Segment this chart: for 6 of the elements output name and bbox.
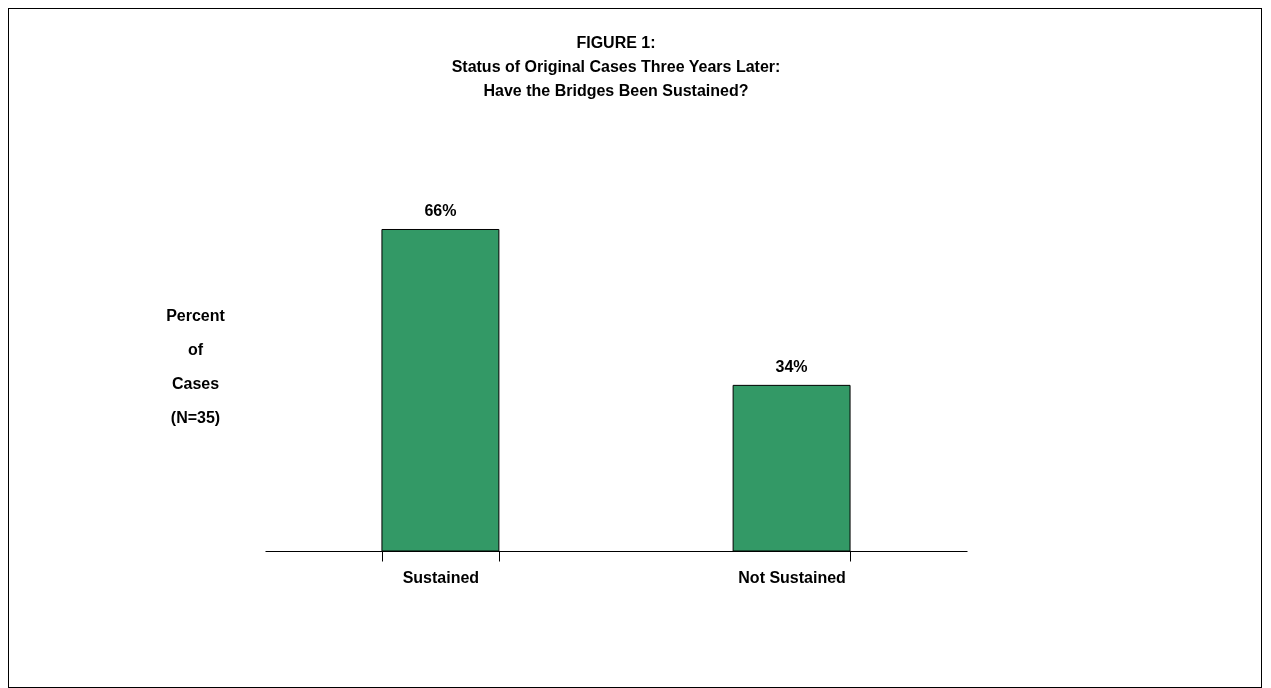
x-tick-label: Sustained xyxy=(402,568,480,586)
x-tick-label: Not Sustained xyxy=(738,568,846,586)
data-label: 34% xyxy=(775,358,808,376)
y-axis-title: Percent of Cases (N=35) xyxy=(166,306,226,426)
data-label: 66% xyxy=(424,202,457,220)
chart-title: FIGURE 1: Status of Original Cases Three Years Later: Have the Bridges Been Sustained? xyxy=(451,34,781,100)
